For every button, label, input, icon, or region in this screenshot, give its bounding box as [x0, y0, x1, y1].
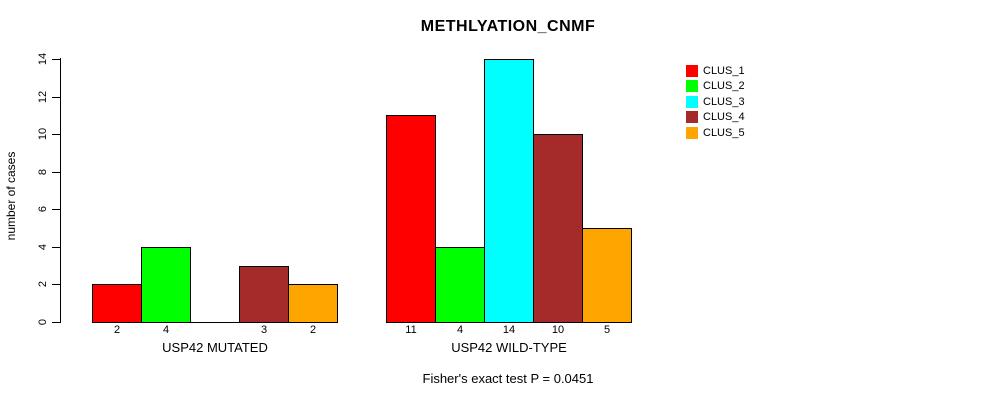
footer-annotation: Fisher's exact test P = 0.0451 — [422, 371, 594, 386]
legend-swatch-clus_1 — [686, 64, 698, 77]
legend: CLUS_1 CLUS_2 CLUS_3 CLUS_4 CLUS_5 — [686, 63, 745, 141]
bar-value-clus-2-usp42-mutated: 4 — [162, 324, 170, 336]
y-axis-tick — [52, 97, 60, 98]
x-group-label-usp42-wild-type: USP42 WILD-TYPE — [451, 340, 567, 355]
bar-clus-4-usp42-wild-type — [533, 134, 583, 323]
y-axis-tick-label: 2 — [37, 280, 49, 288]
bar-clus-4-usp42-mutated — [239, 266, 289, 323]
y-axis-tick — [52, 172, 60, 173]
y-axis-tick — [52, 247, 60, 248]
legend-label-clus_4: CLUS_4 — [703, 111, 745, 124]
y-axis-tick — [52, 209, 60, 210]
bar-clus-2-usp42-mutated — [141, 247, 191, 323]
y-axis-tick-label: 10 — [37, 127, 49, 141]
legend-swatch-clus_3 — [686, 95, 698, 108]
bar-value-clus-5-usp42-mutated: 2 — [309, 324, 317, 336]
y-axis-tick-label: 12 — [37, 90, 49, 104]
y-axis-tick-label: 0 — [37, 318, 49, 326]
legend-item-clus_4: CLUS_4 — [686, 110, 745, 126]
y-axis-tick — [52, 134, 60, 135]
bar-clus-3-usp42-mutated — [190, 322, 240, 323]
legend-label-clus_1: CLUS_1 — [703, 64, 745, 77]
legend-swatch-clus_2 — [686, 80, 698, 93]
bar-value-clus-5-usp42-wild-type: 5 — [603, 324, 611, 336]
bar-value-clus-1-usp42-mutated: 2 — [113, 324, 121, 336]
bar-value-clus-4-usp42-mutated: 3 — [260, 324, 268, 336]
legend-label-clus_5: CLUS_5 — [703, 126, 745, 139]
legend-swatch-clus_5 — [686, 126, 698, 139]
legend-item-clus_2: CLUS_2 — [686, 79, 745, 95]
bar-clus-1-usp42-wild-type — [386, 115, 436, 323]
bar-clus-2-usp42-wild-type — [435, 247, 485, 323]
bar-clus-3-usp42-wild-type — [484, 59, 534, 323]
bar-value-clus-1-usp42-wild-type: 11 — [405, 324, 417, 336]
bar-clus-5-usp42-mutated — [288, 284, 338, 323]
y-axis-tick — [52, 59, 60, 60]
legend-item-clus_3: CLUS_3 — [686, 94, 745, 110]
y-axis-tick — [52, 284, 60, 285]
y-axis-tick-label: 14 — [37, 52, 49, 66]
legend-label-clus_2: CLUS_2 — [703, 80, 745, 93]
y-axis-tick — [52, 322, 60, 323]
legend-item-clus_1: CLUS_1 — [686, 63, 745, 79]
y-axis-line — [60, 58, 61, 323]
y-axis-tick-label: 8 — [37, 168, 49, 176]
bar-clus-1-usp42-mutated — [92, 284, 142, 323]
bar-clus-5-usp42-wild-type — [582, 228, 632, 323]
bar-value-clus-2-usp42-wild-type: 4 — [456, 324, 464, 336]
legend-swatch-clus_4 — [686, 111, 698, 124]
y-axis-tick-label: 6 — [37, 205, 49, 213]
bar-value-clus-3-usp42-wild-type: 14 — [502, 324, 516, 336]
y-axis-tick-label: 4 — [37, 243, 49, 251]
legend-label-clus_3: CLUS_3 — [703, 95, 745, 108]
chart-title: METHLYATION_CNMF — [420, 18, 596, 35]
bar-value-clus-4-usp42-wild-type: 10 — [551, 324, 565, 336]
x-group-label-usp42-mutated: USP42 MUTATED — [162, 340, 268, 355]
legend-item-clus_5: CLUS_5 — [686, 125, 745, 141]
